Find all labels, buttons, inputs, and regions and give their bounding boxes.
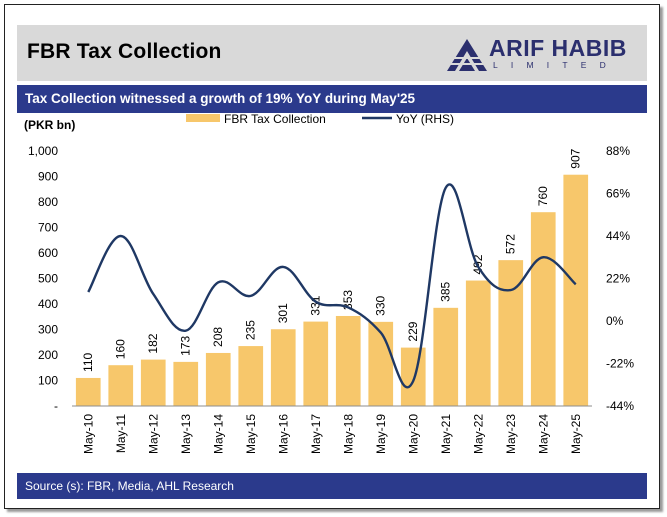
legend: FBR Tax Collection YoY (RHS) — [186, 112, 454, 126]
bar — [75, 377, 101, 406]
y2-tick-label: 0% — [606, 314, 624, 328]
x-tick-label: May-15 — [244, 414, 258, 454]
legend-bar-label: FBR Tax Collection — [224, 112, 326, 126]
bar — [400, 347, 426, 406]
x-tick-label: May-21 — [439, 414, 453, 454]
y-axis-title: (PKR bn) — [24, 118, 75, 132]
bar-data-label: 353 — [341, 290, 355, 310]
y-tick-label: 800 — [38, 195, 58, 209]
y2-tick-label: -44% — [606, 399, 634, 413]
bar — [238, 346, 264, 406]
bar-data-label: 385 — [439, 281, 453, 301]
y-tick-label: 700 — [38, 221, 58, 235]
bar-data-label: 235 — [244, 320, 258, 340]
x-tick-label: May-23 — [504, 414, 518, 454]
y-tick-label: 300 — [38, 323, 58, 337]
bar — [433, 307, 459, 406]
bar — [303, 321, 329, 406]
y2-tick-label: 44% — [606, 229, 630, 243]
category-axis: May-10 May-11 May-12 May-13 May-14 May-15 May-… — [72, 405, 592, 454]
legend-bar-swatch — [186, 114, 220, 122]
right-axis: -44% -22% 0% 22% 44% 66% 88% — [606, 144, 634, 413]
x-tick-label: May-10 — [81, 414, 95, 454]
x-tick-label: May-17 — [309, 414, 323, 454]
x-tick-label: May-11 — [114, 414, 128, 453]
bar — [335, 315, 361, 406]
y-tick-label: 500 — [38, 272, 58, 286]
source-note: Source (s): FBR, Media, AHL Research — [25, 479, 234, 493]
bar — [368, 321, 394, 406]
header-bar: FBR Tax Collection ARIF HABIB LIMITED — [17, 25, 647, 81]
y-tick-label: 400 — [38, 297, 58, 311]
y2-tick-label: 22% — [606, 272, 630, 286]
page-title: FBR Tax Collection — [27, 40, 222, 63]
bar — [140, 359, 166, 406]
x-tick-label: May-25 — [569, 414, 583, 454]
bar — [173, 361, 199, 406]
legend-line-label: YoY (RHS) — [396, 112, 454, 126]
y2-tick-label: 66% — [606, 187, 630, 201]
y-tick-label: 200 — [38, 348, 58, 362]
bar-data-label: 330 — [374, 296, 388, 316]
bar — [498, 260, 524, 406]
y-tick-label: 100 — [38, 374, 58, 388]
bar-series — [75, 174, 589, 406]
bar — [530, 212, 556, 406]
x-tick-label: May-22 — [471, 414, 485, 454]
bar-data-label: 229 — [406, 321, 420, 341]
bar-data-label: 182 — [146, 333, 160, 353]
bar-data-label: 760 — [536, 186, 550, 206]
x-tick-label: May-13 — [179, 414, 193, 454]
x-tick-label: May-18 — [341, 414, 355, 454]
y-tick-label: 900 — [38, 170, 58, 184]
bar — [270, 329, 296, 406]
bar-data-label: 160 — [114, 339, 128, 359]
bar-data-label: 907 — [569, 148, 583, 168]
y-tick-label: 1,000 — [28, 144, 58, 158]
x-tick-label: May-24 — [536, 414, 550, 454]
yoy-line — [87, 183, 577, 389]
bar — [465, 280, 491, 406]
logo-mark-icon — [447, 39, 487, 71]
y-tick-label: - — [54, 399, 58, 413]
company-logo: ARIF HABIB LIMITED — [445, 35, 645, 75]
x-tick-label: May-19 — [374, 414, 388, 454]
x-tick-label: May-16 — [276, 414, 290, 454]
x-tick-label: May-12 — [146, 414, 160, 454]
bar-data-label: 110 — [81, 352, 95, 371]
bar-data-label: 173 — [179, 336, 193, 356]
left-axis: (PKR bn) - 100 200 300 400 500 600 700 800 900 1,00… — [24, 118, 75, 413]
x-tick-label: May-20 — [406, 414, 420, 454]
y-tick-label: 600 — [38, 246, 58, 260]
y2-tick-label: 88% — [606, 144, 630, 158]
bar-data-label: 208 — [211, 327, 225, 347]
subtitle-banner: Tax Collection witnessed a growth of 19%… — [17, 85, 647, 113]
x-tick-label: May-14 — [211, 414, 225, 454]
bar — [205, 352, 231, 406]
chart-subtitle: Tax Collection witnessed a growth of 19%… — [25, 91, 416, 106]
bar-data-label: 301 — [276, 303, 290, 323]
source-banner: Source (s): FBR, Media, AHL Research — [17, 473, 647, 499]
bar — [108, 365, 134, 406]
bar — [563, 174, 589, 406]
logo-subtitle: LIMITED — [493, 60, 619, 70]
yoy-line-series — [87, 183, 577, 389]
y2-tick-label: -22% — [606, 357, 634, 371]
bar-data-label: 572 — [504, 234, 518, 254]
logo-name: ARIF HABIB — [489, 35, 627, 61]
